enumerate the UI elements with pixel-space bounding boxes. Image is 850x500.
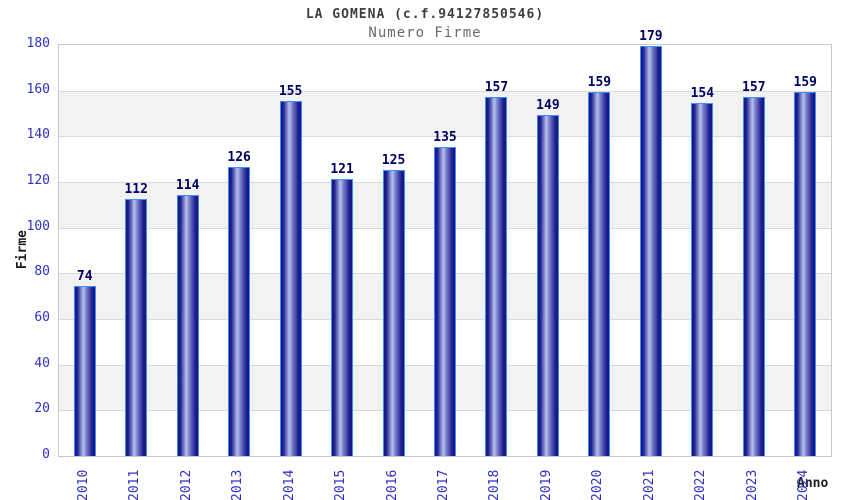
bar-2017 — [434, 146, 456, 456]
bar-value-label: 135 — [433, 129, 457, 145]
bar-value-label: 179 — [639, 29, 663, 45]
background-band — [59, 45, 831, 91]
bar-value-label: 112 — [124, 182, 148, 198]
bar-2014 — [279, 101, 302, 456]
bar-value-label: 159 — [793, 74, 818, 90]
y-axis-title: Firme — [15, 230, 30, 270]
y-tick-label: 160 — [26, 81, 50, 97]
bar-2023 — [742, 96, 765, 456]
bar-2024 — [794, 91, 817, 456]
bar-2022 — [691, 103, 714, 456]
bar-value-label: 125 — [381, 152, 406, 168]
bar-value-label: 154 — [690, 86, 715, 102]
y-tick-label: 120 — [26, 173, 50, 188]
gridline — [59, 90, 831, 92]
x-tick-label: 2019 — [538, 469, 554, 500]
y-tick-label: 140 — [26, 127, 50, 143]
x-tick-label: 2015 — [333, 469, 349, 500]
y-tick-label: 100 — [26, 218, 50, 234]
bar-value-label: 155 — [278, 84, 303, 100]
bar-2018 — [485, 96, 508, 456]
plot-area: 74 112 114 126 155 121 125 135 157 149 159 179 154 15… — [58, 29, 832, 457]
bar-2012 — [176, 194, 199, 456]
bar-value-label: 159 — [587, 74, 612, 90]
bar-2016 — [382, 169, 405, 456]
x-tick-label: 2024 — [796, 469, 812, 500]
x-tick-label: 2022 — [693, 469, 709, 500]
x-tick-label: 2021 — [641, 469, 657, 500]
bar-value-label: 74 — [76, 269, 93, 285]
x-tick-label: 2011 — [127, 469, 143, 500]
bar-2019 — [536, 114, 559, 456]
bar-2020 — [588, 91, 611, 456]
bar-value-label: 157 — [742, 79, 766, 95]
y-tick-label: 40 — [34, 355, 50, 371]
y-tick-label: 20 — [34, 401, 50, 417]
x-tick-label: 2012 — [178, 469, 194, 500]
bar-value-label: 114 — [175, 177, 200, 193]
x-axis-title: Anno — [797, 476, 829, 491]
x-tick-label: 2020 — [590, 469, 606, 500]
chart-title: LA GOMENA (c.f.94127850546) — [305, 7, 545, 22]
gridline — [59, 136, 831, 138]
bar-2010 — [73, 286, 96, 456]
x-tick-label: 2010 — [75, 469, 91, 500]
bar-2013 — [228, 167, 251, 456]
y-tick-label: 80 — [34, 264, 50, 280]
y-tick-label: 60 — [34, 310, 50, 325]
x-tick-label: 2016 — [384, 469, 400, 500]
bar-2011 — [125, 199, 148, 456]
x-tick-label: 2017 — [436, 469, 451, 500]
bar-2021 — [639, 46, 662, 456]
x-tick-label: 2018 — [487, 469, 503, 500]
chart-subtitle: Numero Firme — [368, 25, 482, 41]
y-tick-label: 180 — [26, 36, 50, 51]
x-tick-label: 2023 — [744, 469, 760, 500]
x-tick-label: 2013 — [230, 469, 246, 500]
bar-value-label: 121 — [330, 161, 354, 177]
bar-value-label: 157 — [484, 79, 509, 95]
y-tick-label: 0 — [42, 447, 50, 462]
bar-value-label: 126 — [227, 150, 251, 166]
bar-2015 — [331, 178, 354, 456]
bar-value-label: 149 — [536, 97, 560, 113]
x-tick-label: 2014 — [281, 469, 297, 500]
